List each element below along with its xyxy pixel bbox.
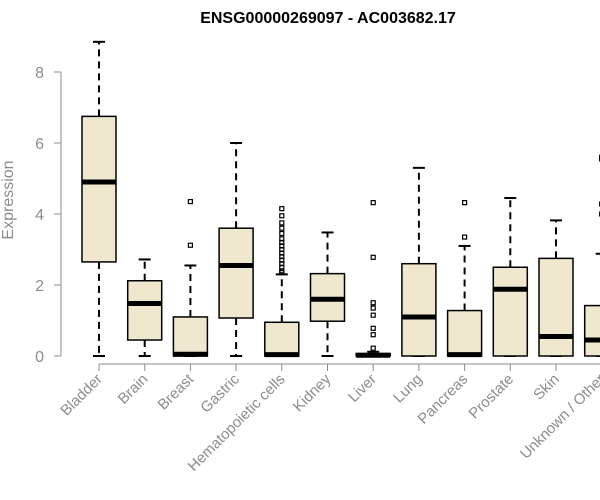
- outlier-point: [279, 220, 285, 226]
- iqr-box: [218, 227, 254, 319]
- box-skin: [538, 219, 574, 357]
- iqr-box: [538, 257, 574, 357]
- outlier-point: [187, 242, 193, 248]
- box-kidney: [309, 231, 346, 357]
- x-tick-label: Prostate: [466, 371, 518, 423]
- outlier-point: [462, 200, 468, 206]
- outlier-point: [370, 345, 376, 351]
- x-tick-label: Pancreas: [415, 371, 472, 428]
- outlier-point: [370, 332, 376, 338]
- boxes-group: [81, 40, 600, 358]
- box-unknown-other: [583, 154, 600, 357]
- y-tick-label: 4: [35, 207, 44, 224]
- outlier-point: [279, 206, 285, 212]
- iqr-box: [81, 115, 117, 263]
- outlier-point: [370, 254, 376, 260]
- y-tick-label: 0: [35, 349, 44, 366]
- outlier-point: [279, 213, 285, 219]
- iqr-box: [126, 279, 163, 341]
- x-tick-label: Skin: [530, 371, 563, 404]
- box-hematopoietic-cells: [264, 206, 300, 358]
- outlier-point: [187, 198, 193, 205]
- chart-title: ENSG00000269097 - AC003682.17: [200, 10, 456, 27]
- outlier-point: [370, 325, 376, 331]
- outlier-point: [370, 200, 376, 206]
- iqr-box: [583, 304, 600, 357]
- box-liver: [355, 200, 391, 358]
- iqr-box: [492, 266, 529, 357]
- box-gastric: [218, 142, 254, 357]
- iqr-box: [264, 321, 300, 357]
- outlier-point: [370, 305, 376, 311]
- x-tick-label: Brain: [115, 371, 152, 408]
- box-prostate: [492, 197, 529, 357]
- x-tick-label: Kidney: [290, 370, 335, 415]
- y-axis-label: Expression: [0, 160, 17, 239]
- outlier-point: [279, 236, 285, 242]
- outlier-point: [370, 300, 376, 306]
- outlier-point: [370, 312, 376, 318]
- y-axis: 0 2 4 6 8: [35, 65, 62, 366]
- iqr-box: [401, 262, 437, 357]
- y-tick-label: 6: [35, 136, 44, 153]
- x-tick-label: Lung: [390, 371, 426, 407]
- y-tick-label: 2: [35, 278, 44, 295]
- x-tick-label: Breast: [155, 370, 198, 413]
- outlier-point: [279, 225, 285, 231]
- outlier-point: [462, 234, 468, 240]
- x-tick-label: Bladder: [57, 371, 106, 420]
- box-pancreas: [446, 200, 483, 358]
- box-lung: [401, 166, 437, 357]
- box-breast: [172, 198, 209, 357]
- box-bladder: [81, 40, 117, 357]
- y-tick-label: 8: [35, 65, 44, 82]
- iqr-box: [446, 309, 483, 357]
- box-brain: [126, 258, 163, 357]
- iqr-box: [172, 316, 209, 357]
- x-tick-label: Gastric: [197, 370, 243, 416]
- x-tick-label: Liver: [345, 371, 380, 406]
- outlier-point: [279, 230, 285, 237]
